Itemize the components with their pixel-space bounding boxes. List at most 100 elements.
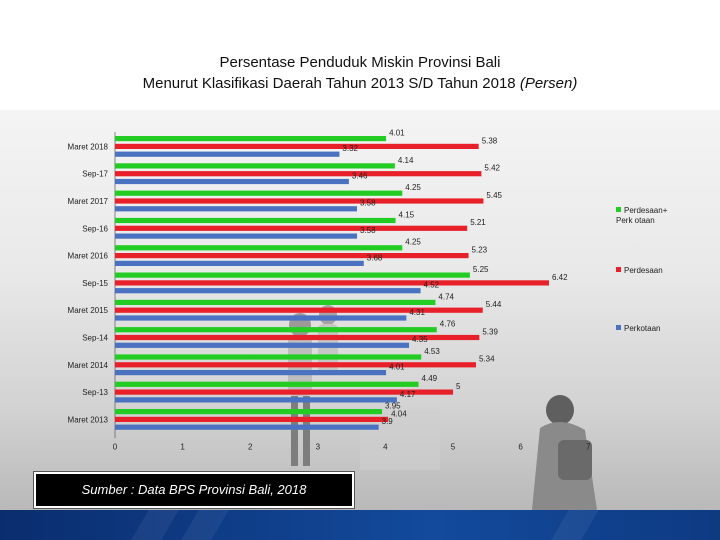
bar-total xyxy=(115,190,403,196)
bar-total xyxy=(115,299,436,305)
value-label-perkotaan: 4.52 xyxy=(424,281,440,290)
bar-perdesaan xyxy=(115,389,453,395)
bar-perkotaan xyxy=(115,206,358,212)
category-label: Sep-14 xyxy=(82,334,108,343)
category-label: Sep-16 xyxy=(82,224,108,233)
source-caption: Sumber : Data BPS Provinsi Bali, 2018 xyxy=(34,472,354,508)
bar-total xyxy=(115,354,422,360)
bar-perkotaan xyxy=(115,178,349,185)
x-tick-label: 7 xyxy=(586,442,591,451)
value-label-perdesaan: 5.42 xyxy=(484,164,500,173)
x-tick-label: 0 xyxy=(113,442,118,451)
x-tick-label: 6 xyxy=(518,442,523,451)
x-tick-label: 2 xyxy=(248,442,253,451)
value-label-perkotaan: 4.31 xyxy=(409,308,425,317)
legend-item-perkotaan: Perkotaan xyxy=(616,324,686,334)
value-label-perdesaan: 4.04 xyxy=(391,409,407,418)
x-tick-label: 3 xyxy=(316,442,321,451)
value-label-total: 4.14 xyxy=(398,156,414,165)
value-label-total: 4.15 xyxy=(399,210,415,219)
value-label-total: 4.49 xyxy=(422,374,438,383)
value-label-perdesaan: 5.34 xyxy=(479,355,495,364)
bar-perdesaan xyxy=(115,280,549,286)
bar-perkotaan xyxy=(115,370,387,376)
legend-swatch-perkotaan xyxy=(616,325,621,330)
bar-perkotaan xyxy=(115,424,379,430)
footer-stripe xyxy=(131,510,179,540)
bar-perdesaan xyxy=(115,307,483,313)
bar-total xyxy=(115,136,387,142)
value-label-perdesaan: 5.44 xyxy=(486,300,502,309)
value-label-total: 4.76 xyxy=(440,320,456,329)
bar-perdesaan xyxy=(115,253,469,259)
category-label: Sep-13 xyxy=(82,388,108,397)
legend-label-total: Perdesaan+ Perk otaan xyxy=(616,206,668,225)
title-line-2-unit: (Persen) xyxy=(519,75,578,92)
category-label: Sep-15 xyxy=(82,279,108,288)
bar-perkotaan xyxy=(115,233,358,239)
value-label-perkotaan: 3.46 xyxy=(352,171,368,180)
bar-perdesaan xyxy=(115,198,484,204)
bar-perdesaan xyxy=(115,171,482,177)
x-tick-label: 4 xyxy=(383,442,388,451)
value-label-total: 5.25 xyxy=(473,265,489,274)
value-label-total: 4.01 xyxy=(389,129,405,138)
value-label-total: 4.53 xyxy=(424,347,440,356)
bar-total xyxy=(115,163,395,169)
value-label-perkotaan: 4.01 xyxy=(389,363,405,372)
bar-total xyxy=(115,327,437,333)
value-label-total: 4.25 xyxy=(405,238,421,247)
footer-bar xyxy=(0,510,720,540)
bar-perkotaan xyxy=(115,151,340,157)
bar-perkotaan xyxy=(115,260,364,266)
value-label-perkotaan: 3.58 xyxy=(360,199,376,208)
bar-total xyxy=(115,217,396,224)
category-label: Maret 2014 xyxy=(68,361,109,370)
value-label-perkotaan: 3.68 xyxy=(367,253,383,262)
legend-swatch-perdesaan xyxy=(616,267,621,272)
bar-total xyxy=(115,245,403,251)
legend-item-total: Perdesaan+ Perk otaan xyxy=(616,206,686,226)
value-label-perdesaan: 5.45 xyxy=(486,191,502,200)
chart-title: Persentase Penduduk Miskin Provinsi Bali… xyxy=(0,52,720,94)
value-label-perkotaan: 4.35 xyxy=(412,335,428,344)
bar-perkotaan xyxy=(115,315,407,321)
title-line-1: Persentase Penduduk Miskin Provinsi Bali xyxy=(219,54,501,71)
footer-stripe xyxy=(551,510,599,540)
value-label-total: 4.25 xyxy=(405,183,421,192)
bar-perdesaan xyxy=(115,225,468,231)
value-label-perkotaan: 3.58 xyxy=(360,226,376,235)
bar-total xyxy=(115,409,383,415)
bar-perkotaan xyxy=(115,397,397,403)
value-label-perdesaan: 5.39 xyxy=(482,327,498,336)
legend-label-perkotaan: Perkotaan xyxy=(624,324,661,333)
category-label: Maret 2017 xyxy=(68,197,109,206)
value-label-perdesaan: 5.21 xyxy=(470,218,486,227)
category-label: Maret 2015 xyxy=(68,306,109,315)
value-label-perdesaan: 5 xyxy=(456,382,461,391)
footer-stripe xyxy=(181,510,229,540)
value-label-total: 4.74 xyxy=(438,292,454,301)
background-children-silhouettes xyxy=(40,305,597,510)
category-label: Maret 2013 xyxy=(68,415,109,424)
bar-total xyxy=(115,381,419,387)
bar-perkotaan xyxy=(115,342,410,348)
value-label-perkotaan: 4.17 xyxy=(400,390,416,399)
category-label: Sep-17 xyxy=(82,170,108,179)
value-label-perkotaan: 3.9 xyxy=(382,417,394,426)
bar-total xyxy=(115,272,470,278)
value-label-perkotaan: 3.32 xyxy=(342,144,358,153)
bar-perdesaan xyxy=(115,143,479,149)
category-label: Maret 2018 xyxy=(68,142,109,151)
x-tick-label: 1 xyxy=(180,442,185,451)
value-label-total: 3.95 xyxy=(385,402,401,411)
bar-perdesaan xyxy=(115,334,480,341)
value-label-perdesaan: 5.38 xyxy=(482,136,498,145)
value-label-perdesaan: 5.23 xyxy=(472,246,488,255)
legend-swatch-total xyxy=(616,207,621,212)
category-label: Maret 2016 xyxy=(68,252,109,261)
value-label-perdesaan: 6.42 xyxy=(552,273,568,282)
bar-perdesaan xyxy=(115,416,389,422)
bar-perdesaan xyxy=(115,362,476,368)
